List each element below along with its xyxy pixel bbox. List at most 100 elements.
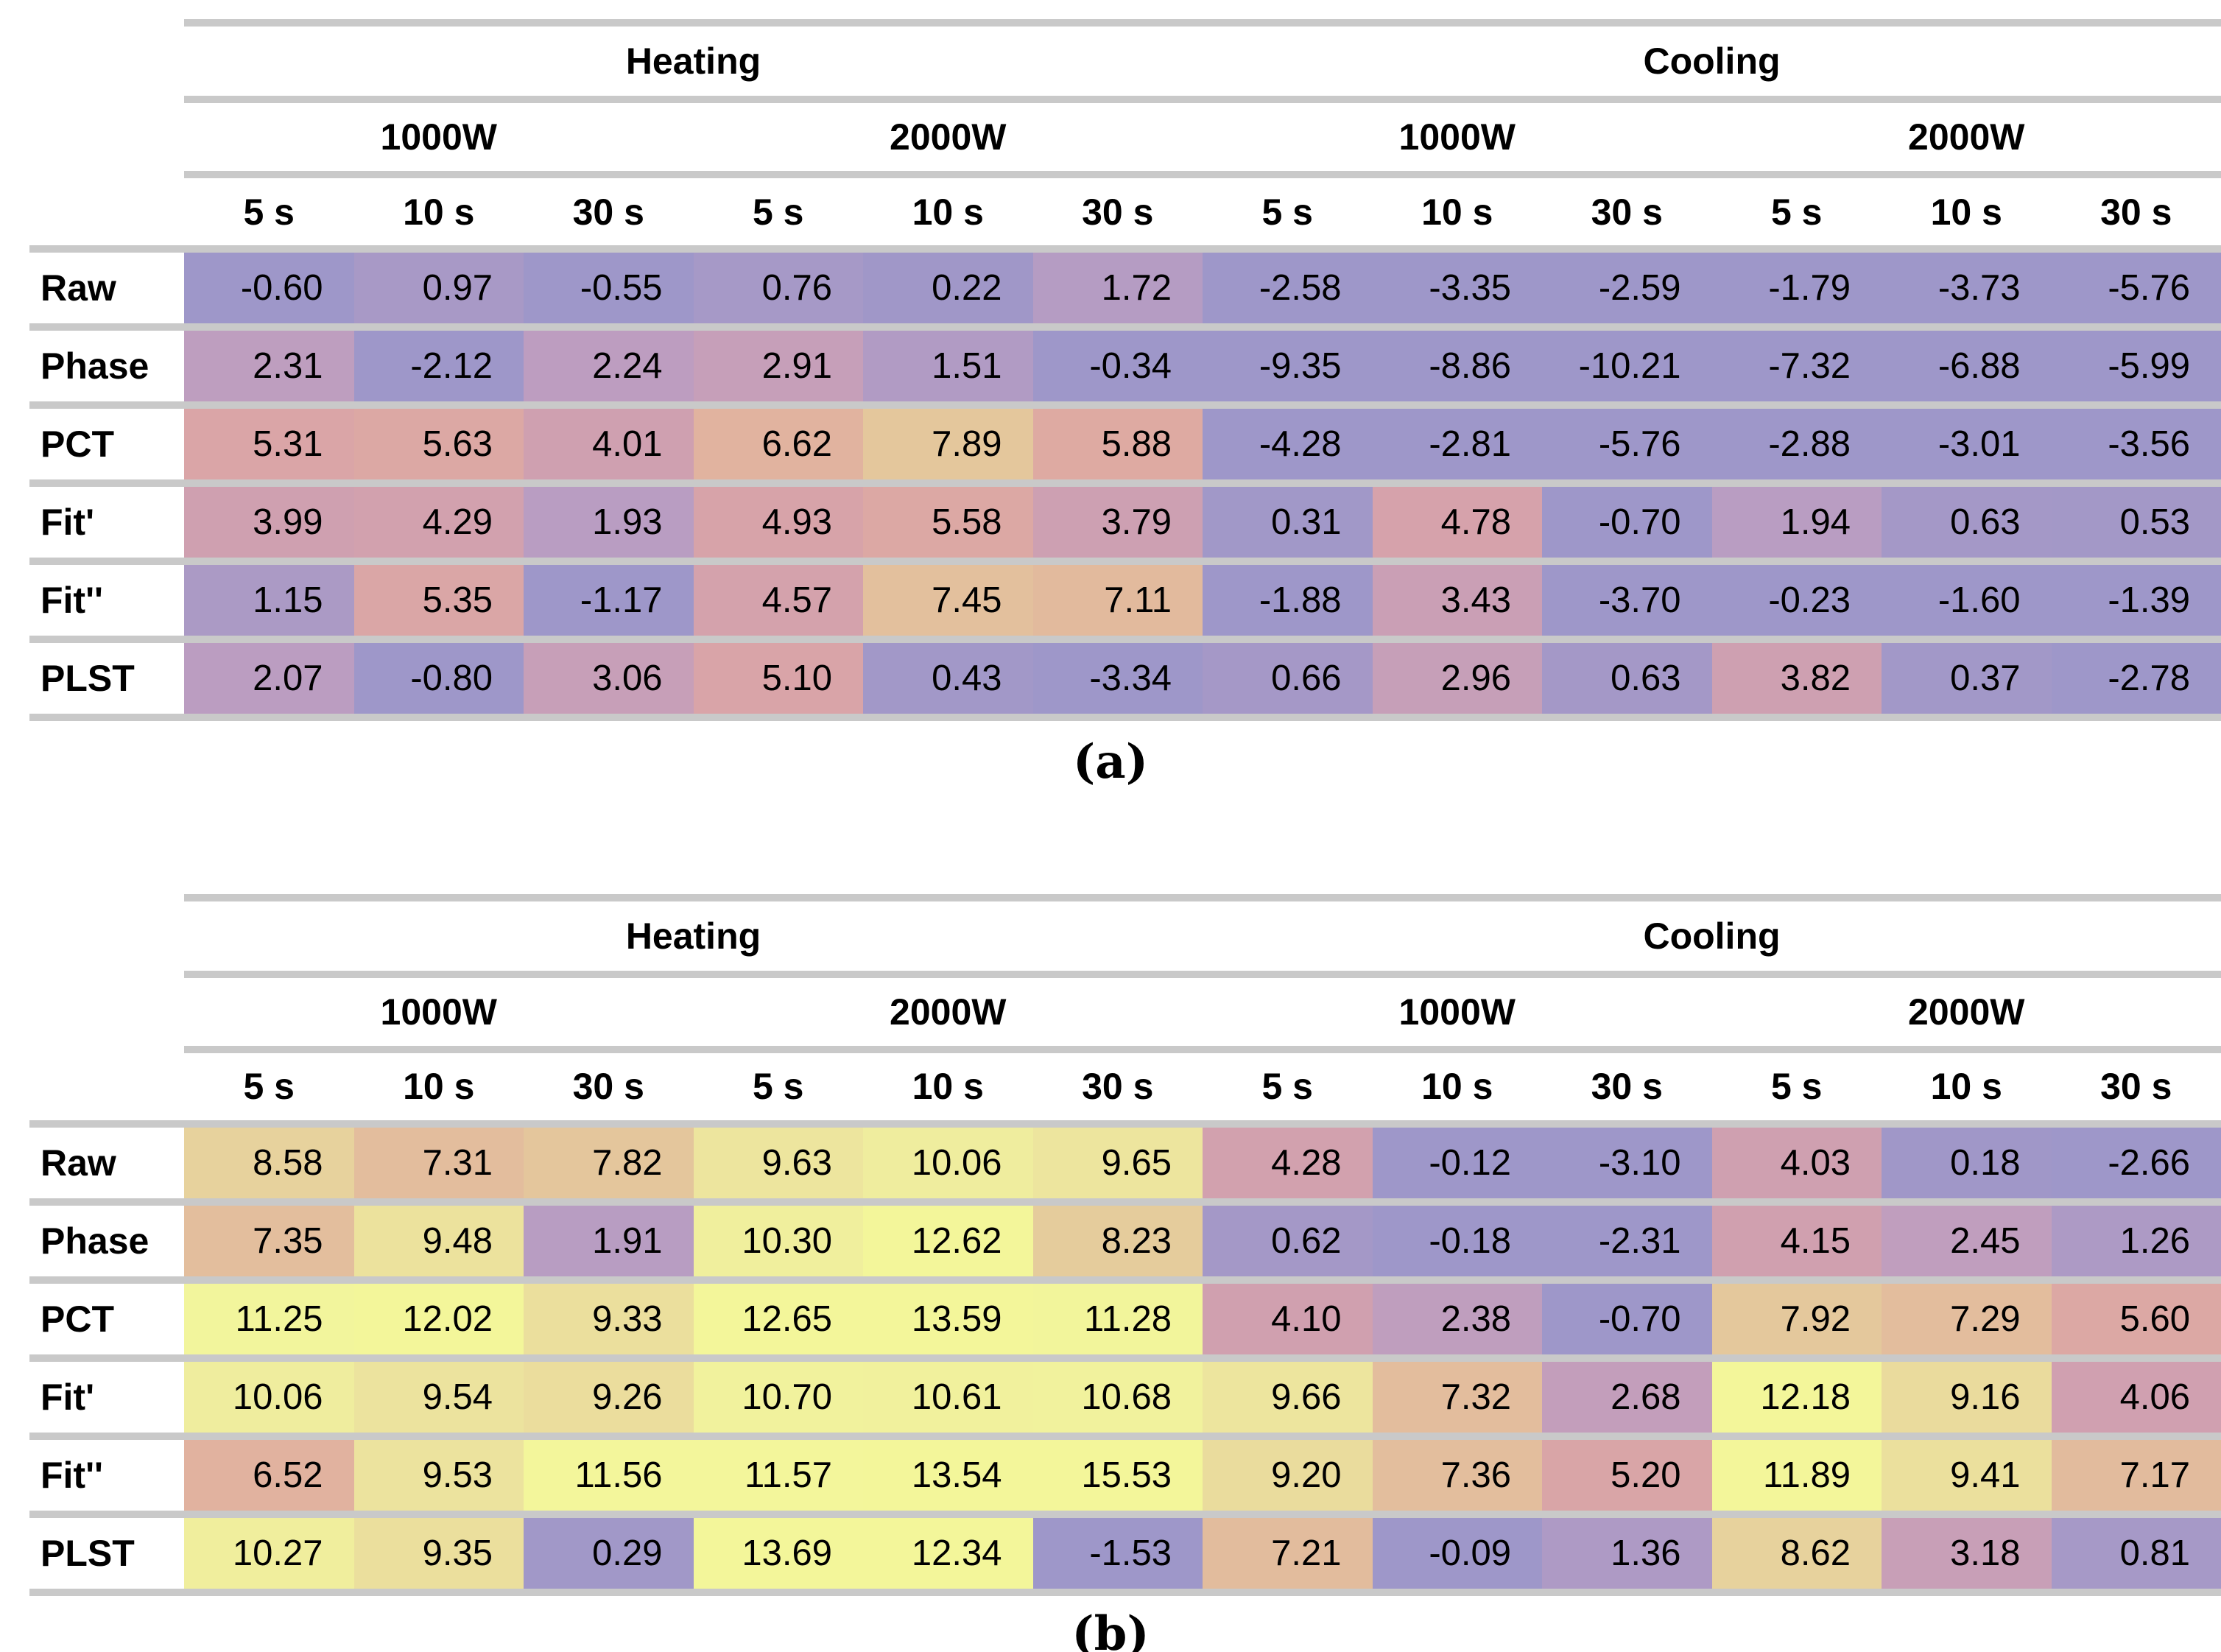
time-header: 10 s bbox=[353, 1052, 524, 1120]
header-body-rule bbox=[29, 245, 2221, 253]
value-cell: 7.92 bbox=[1711, 1283, 1882, 1354]
value-cell: 5.35 bbox=[353, 565, 524, 636]
value-cell: -5.76 bbox=[1542, 409, 1712, 479]
heatmap-table-b: Heating Cooling 1000W 2000W 1000W 2000W 5 s 10 … bbox=[0, 893, 2221, 1596]
value-cell: -1.60 bbox=[1882, 565, 2052, 636]
value-cell: 4.03 bbox=[1711, 1127, 1882, 1198]
value-cell: -0.70 bbox=[1542, 1283, 1712, 1354]
value-cell: -8.86 bbox=[1372, 331, 1542, 401]
value-cell: 13.59 bbox=[863, 1283, 1033, 1354]
row-separator-rule bbox=[29, 323, 2221, 331]
value-cell: 13.69 bbox=[693, 1517, 863, 1589]
value-cell: 10.06 bbox=[863, 1127, 1033, 1198]
value-cell: -1.53 bbox=[1032, 1517, 1203, 1589]
value-cell: -0.18 bbox=[1372, 1205, 1542, 1276]
value-cell: -1.17 bbox=[524, 565, 694, 636]
time-header: 10 s bbox=[1882, 178, 2052, 245]
time-header: 30 s bbox=[524, 178, 694, 245]
time-header: 10 s bbox=[863, 178, 1033, 245]
row-label: PLST bbox=[0, 1517, 184, 1589]
value-cell: 0.76 bbox=[693, 253, 863, 323]
power-rule bbox=[184, 1045, 2221, 1053]
value-cell: -2.81 bbox=[1372, 409, 1542, 479]
row-separator-rule bbox=[29, 401, 2221, 409]
value-cell: 10.27 bbox=[184, 1517, 354, 1589]
value-cell: 7.29 bbox=[1882, 1283, 2052, 1354]
value-cell: 9.35 bbox=[353, 1517, 524, 1589]
value-cell: -0.34 bbox=[1032, 331, 1203, 401]
value-cell: 13.54 bbox=[863, 1439, 1033, 1511]
value-cell: -0.70 bbox=[1542, 487, 1712, 558]
value-cell: 1.93 bbox=[524, 487, 694, 558]
value-cell: -3.56 bbox=[2051, 409, 2221, 479]
value-cell: 1.91 bbox=[524, 1205, 694, 1276]
power-header: 2000W bbox=[1711, 103, 2221, 171]
value-cell: 2.91 bbox=[693, 331, 863, 401]
time-header: 5 s bbox=[184, 1052, 354, 1120]
time-header: 30 s bbox=[2051, 1052, 2221, 1120]
row-separator-rule bbox=[29, 1510, 2221, 1518]
group-header-heating: Heating bbox=[184, 901, 1203, 971]
time-header: 30 s bbox=[2051, 178, 2221, 245]
value-cell: -2.66 bbox=[2051, 1127, 2221, 1198]
value-cell: 0.31 bbox=[1203, 487, 1373, 558]
value-cell: 5.63 bbox=[353, 409, 524, 479]
value-cell: -5.99 bbox=[2051, 331, 2221, 401]
value-cell: 5.10 bbox=[693, 643, 863, 714]
value-cell: 10.06 bbox=[184, 1361, 354, 1433]
time-header: 30 s bbox=[1032, 178, 1203, 245]
power-header: 2000W bbox=[693, 977, 1203, 1046]
value-cell: 9.53 bbox=[353, 1439, 524, 1511]
value-cell: 8.23 bbox=[1032, 1205, 1203, 1276]
row-separator-rule bbox=[29, 1276, 2221, 1284]
row-label: Raw bbox=[0, 1127, 184, 1198]
value-cell: 9.54 bbox=[353, 1361, 524, 1433]
group-header-cooling: Cooling bbox=[1203, 901, 2221, 971]
time-header: 10 s bbox=[1882, 1052, 2052, 1120]
time-header: 10 s bbox=[863, 1052, 1033, 1120]
value-cell: 4.29 bbox=[353, 487, 524, 558]
value-cell: 4.93 bbox=[693, 487, 863, 558]
row-separator-rule bbox=[29, 1198, 2221, 1206]
value-cell: 0.63 bbox=[1882, 487, 2052, 558]
value-cell: 3.82 bbox=[1711, 643, 1882, 714]
value-cell: 9.48 bbox=[353, 1205, 524, 1276]
value-cell: 1.36 bbox=[1542, 1517, 1712, 1589]
value-cell: 3.43 bbox=[1372, 565, 1542, 636]
heatmap-table-a: Heating Cooling 1000W 2000W 1000W 2000W 5 s 10 … bbox=[0, 19, 2221, 721]
time-header: 5 s bbox=[1203, 178, 1373, 245]
power-header: 1000W bbox=[184, 977, 694, 1046]
value-cell: 0.81 bbox=[2051, 1517, 2221, 1589]
time-header: 5 s bbox=[1203, 1052, 1373, 1120]
value-cell: -2.78 bbox=[2051, 643, 2221, 714]
value-cell: 11.56 bbox=[524, 1439, 694, 1511]
value-cell: 2.96 bbox=[1372, 643, 1542, 714]
value-cell: -3.01 bbox=[1882, 409, 2052, 479]
time-header: 30 s bbox=[524, 1052, 694, 1120]
time-header: 10 s bbox=[1372, 178, 1542, 245]
value-cell: -0.12 bbox=[1372, 1127, 1542, 1198]
value-cell: -1.79 bbox=[1711, 253, 1882, 323]
power-rule bbox=[184, 171, 2221, 178]
time-header: 5 s bbox=[693, 1052, 863, 1120]
value-cell: -2.59 bbox=[1542, 253, 1712, 323]
value-cell: -2.12 bbox=[353, 331, 524, 401]
time-header: 10 s bbox=[353, 178, 524, 245]
value-cell: 12.62 bbox=[863, 1205, 1033, 1276]
value-cell: 4.57 bbox=[693, 565, 863, 636]
header-body-rule bbox=[29, 1120, 2221, 1128]
top-rule bbox=[184, 893, 2221, 901]
value-cell: -2.58 bbox=[1203, 253, 1373, 323]
value-cell: 7.11 bbox=[1032, 565, 1203, 636]
time-header: 30 s bbox=[1032, 1052, 1203, 1120]
value-cell: 0.97 bbox=[353, 253, 524, 323]
value-cell: 4.78 bbox=[1372, 487, 1542, 558]
value-cell: 2.24 bbox=[524, 331, 694, 401]
value-cell: -0.60 bbox=[184, 253, 354, 323]
value-cell: 9.65 bbox=[1032, 1127, 1203, 1198]
value-cell: 0.53 bbox=[2051, 487, 2221, 558]
row-separator-rule bbox=[29, 1432, 2221, 1440]
value-cell: 1.26 bbox=[2051, 1205, 2221, 1276]
value-cell: -0.09 bbox=[1372, 1517, 1542, 1589]
row-separator-rule bbox=[29, 1354, 2221, 1362]
